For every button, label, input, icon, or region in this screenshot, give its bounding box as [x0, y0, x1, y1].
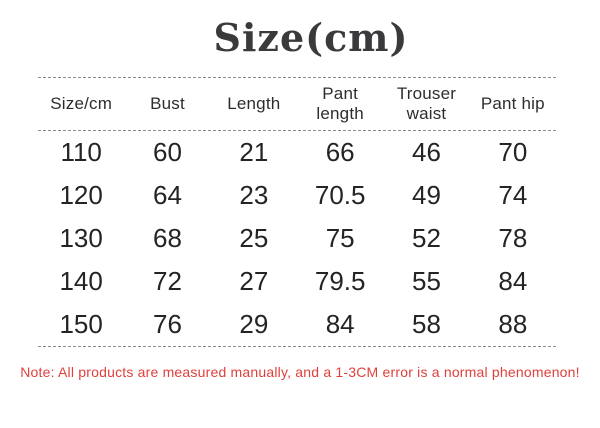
cell-trouser-waist: 46 [412, 137, 441, 167]
cell-pant-length: 79.5 [314, 266, 366, 296]
cell-length: 23 [239, 180, 269, 210]
cell-size: 120 [59, 180, 103, 210]
table-row: 110 60 21 66 46 70 [38, 131, 556, 174]
column-header-size: Size/cm [50, 94, 113, 113]
cell-pant-length: 70.5 [314, 180, 366, 210]
cell-trouser-waist: 58 [412, 309, 441, 339]
cell-pant-length: 84 [325, 309, 355, 339]
cell-bust: 68 [153, 223, 182, 253]
cell-trouser-waist: 55 [412, 266, 441, 296]
cell-bust: 76 [153, 309, 182, 339]
table-row: 150 76 29 84 58 88 [38, 303, 556, 346]
cell-pant-length: 75 [325, 223, 355, 253]
cell-pant-hip: 84 [498, 266, 528, 296]
column-header-trouser-waist: Trouser waist [396, 84, 457, 123]
column-header-bust: Bust [150, 94, 185, 113]
cell-pant-hip: 88 [498, 309, 528, 339]
table-row: 140 72 27 79.5 55 84 [38, 260, 556, 303]
cell-trouser-waist: 52 [412, 223, 441, 253]
cell-length: 29 [239, 309, 269, 339]
measurement-note: Note: All products are measured manually… [20, 364, 580, 380]
cell-size: 110 [60, 137, 102, 167]
cell-trouser-waist: 49 [412, 180, 441, 210]
cell-bust: 64 [153, 180, 182, 210]
cell-pant-hip: 78 [498, 223, 528, 253]
cell-pant-hip: 74 [498, 180, 528, 210]
size-table: Size/cm Bust Length Pant length Trouser … [38, 77, 556, 347]
column-header-pant-hip: Pant hip [480, 94, 545, 113]
cell-bust: 72 [153, 266, 182, 296]
cell-length: 25 [239, 223, 269, 253]
cell-length: 21 [239, 137, 269, 167]
page-title: Size(cm) [213, 15, 409, 60]
cell-size: 150 [59, 309, 103, 339]
cell-bust: 60 [153, 137, 182, 167]
cell-size: 140 [59, 266, 103, 296]
column-header-pant-length: Pant length [316, 84, 364, 123]
table-header-row: Size/cm Bust Length Pant length Trouser … [38, 78, 556, 131]
cell-size: 130 [59, 223, 103, 253]
column-header-length: Length [227, 94, 281, 113]
cell-length: 27 [239, 266, 269, 296]
cell-pant-length: 66 [325, 137, 355, 167]
cell-pant-hip: 70 [498, 137, 528, 167]
table-row: 120 64 23 70.5 49 74 [38, 174, 556, 217]
table-row: 130 68 25 75 52 78 [38, 217, 556, 260]
